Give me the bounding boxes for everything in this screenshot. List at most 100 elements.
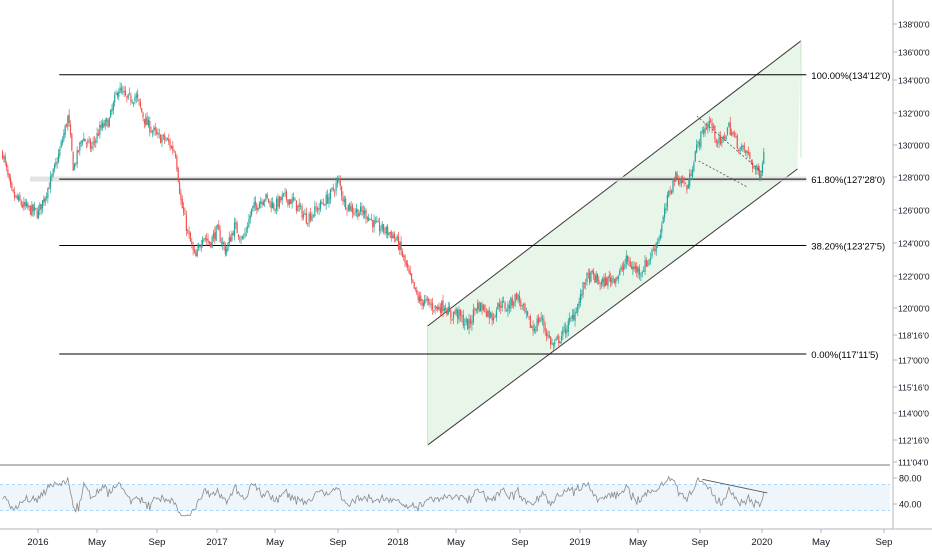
candle-body (728, 123, 730, 127)
price-tick-label: 138'00'0 (898, 20, 930, 30)
candle-body (377, 221, 379, 223)
candle-body (539, 319, 541, 322)
candle-body (511, 298, 513, 306)
candle-body (451, 319, 453, 320)
candle-body (497, 302, 499, 310)
candle-body (600, 281, 603, 285)
candle-body (191, 241, 193, 245)
candle-body (430, 304, 432, 305)
candle-body (482, 305, 485, 310)
candle-body (239, 237, 241, 239)
candle-body (426, 298, 428, 301)
candle-body (291, 198, 293, 204)
candle-body (227, 242, 229, 251)
candle-body (19, 194, 21, 201)
candle-body (749, 152, 751, 159)
candle-body (754, 168, 757, 170)
candle-body (298, 203, 300, 207)
candle-body (312, 214, 315, 216)
candle-body (445, 307, 447, 310)
candle-body (28, 205, 30, 207)
candle-body (358, 213, 360, 217)
candle-body (431, 303, 434, 310)
candle-body (721, 139, 723, 144)
candle-body (258, 203, 260, 209)
channel-fill[interactable] (427, 40, 801, 446)
candle-body (477, 303, 479, 310)
candle-body (292, 197, 295, 201)
candle-body (158, 133, 160, 135)
candle-body (49, 176, 52, 188)
candle-body (637, 267, 639, 274)
candle-body (581, 294, 583, 296)
candle-body (547, 334, 549, 336)
channel-lower-line[interactable] (427, 168, 798, 446)
candle-body (325, 194, 327, 205)
candle-body (613, 279, 616, 283)
candle-body (362, 210, 364, 215)
candle-body (742, 145, 744, 148)
candle-body (718, 137, 720, 143)
candle-body (16, 195, 18, 199)
candle-body (164, 135, 166, 140)
regression-channel[interactable] (427, 40, 802, 446)
candle-body (385, 226, 387, 234)
candle-body (738, 150, 740, 151)
candle-body (56, 162, 58, 164)
candle-body (262, 201, 264, 206)
candle-body (176, 156, 178, 170)
candle-body (508, 305, 510, 309)
candle-body (633, 265, 635, 269)
candle-body (403, 255, 405, 257)
candle-body (655, 243, 657, 252)
candle-body (307, 222, 309, 225)
candle-body (101, 122, 104, 129)
candle-body (63, 133, 65, 141)
candle-body (595, 274, 597, 283)
candle-body (95, 139, 97, 144)
rsi-trendline[interactable] (702, 478, 768, 494)
candle-body (475, 308, 477, 312)
candle-body (240, 239, 242, 241)
candle-body (596, 273, 599, 281)
candle-body (405, 261, 407, 266)
candle-body (623, 265, 625, 271)
time-tick-label: Sep (512, 537, 529, 548)
candle-body (625, 255, 627, 264)
candle-body (640, 274, 642, 277)
candle-body (324, 204, 326, 206)
candle-body (551, 342, 553, 344)
fibonacci-retracement[interactable]: 100.00%(134'12'0) 61.80%(127'28'0) 38.20%(… (30, 71, 890, 361)
candle-body (128, 92, 131, 94)
candle-body (467, 318, 469, 330)
candle-body (756, 165, 758, 170)
rsi-pane (0, 464, 890, 517)
candle-body (714, 125, 716, 140)
candle-body (376, 221, 378, 223)
candle-body (355, 208, 358, 213)
triangle-pattern[interactable] (696, 115, 763, 188)
price-tick-label: 122'00'0 (898, 272, 930, 282)
candle-body (513, 302, 515, 306)
candle-body (675, 172, 677, 182)
candle-body (629, 261, 631, 267)
candle-body (35, 207, 37, 210)
candle-body (336, 179, 339, 184)
candle-body (77, 150, 80, 152)
candle-body (698, 142, 701, 146)
channel-upper-line[interactable] (427, 40, 802, 327)
candle-body (446, 309, 448, 315)
candle-body (93, 141, 96, 143)
candle-body (732, 131, 734, 134)
triangle-lower-line[interactable] (698, 160, 748, 188)
candle-body (273, 203, 275, 210)
candle-body (126, 96, 128, 98)
candle-body (404, 254, 406, 263)
candle-body (61, 140, 64, 144)
candle-body (25, 202, 28, 207)
candle-body (59, 148, 61, 156)
candle-body (283, 192, 285, 196)
candle-body (645, 260, 648, 267)
candle-body (632, 267, 634, 270)
